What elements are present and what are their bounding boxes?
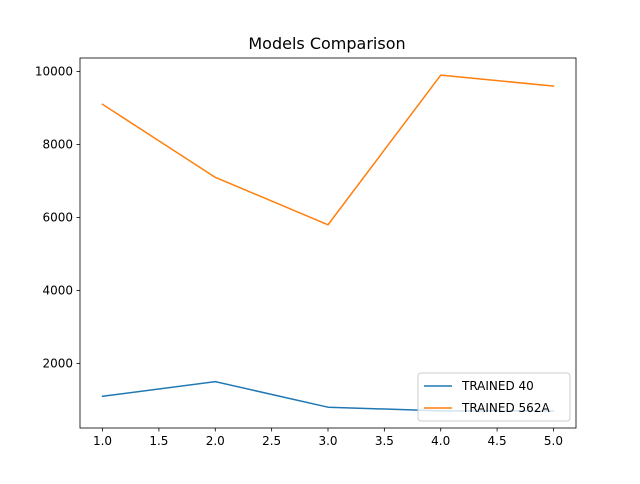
y-tick-label: 6000: [42, 210, 73, 224]
x-tick-label: 2.0: [206, 434, 225, 448]
legend: TRAINED 40 TRAINED 562A: [417, 372, 571, 422]
y-tick-label: 8000: [42, 137, 73, 151]
x-tick-label: 4.5: [488, 434, 507, 448]
chart-title: Models Comparison: [248, 34, 405, 53]
series-line-2: [101, 74, 555, 226]
plot-area: 1.0 1.5 2.0 2.5 3.0 3.5 4.0 4.5 5.0 2000 4000 6000 8…: [35, 57, 577, 448]
y-tick-label: 4000: [42, 283, 73, 297]
y-tick-label: 2000: [42, 356, 73, 370]
x-tick-label: 5.0: [544, 434, 563, 448]
x-tick-label: 1.0: [93, 434, 112, 448]
x-tick-label: 2.5: [262, 434, 281, 448]
x-tick-label: 1.5: [149, 434, 168, 448]
legend-box: [417, 372, 571, 422]
legend-label-2: TRAINED 562A: [461, 401, 550, 415]
x-tick-label: 3.0: [318, 434, 337, 448]
legend-label-1: TRAINED 40: [461, 379, 534, 393]
y-tick-label: 10000: [35, 65, 73, 79]
x-tick-label: 3.5: [375, 434, 394, 448]
x-tick-label: 4.0: [431, 434, 450, 448]
